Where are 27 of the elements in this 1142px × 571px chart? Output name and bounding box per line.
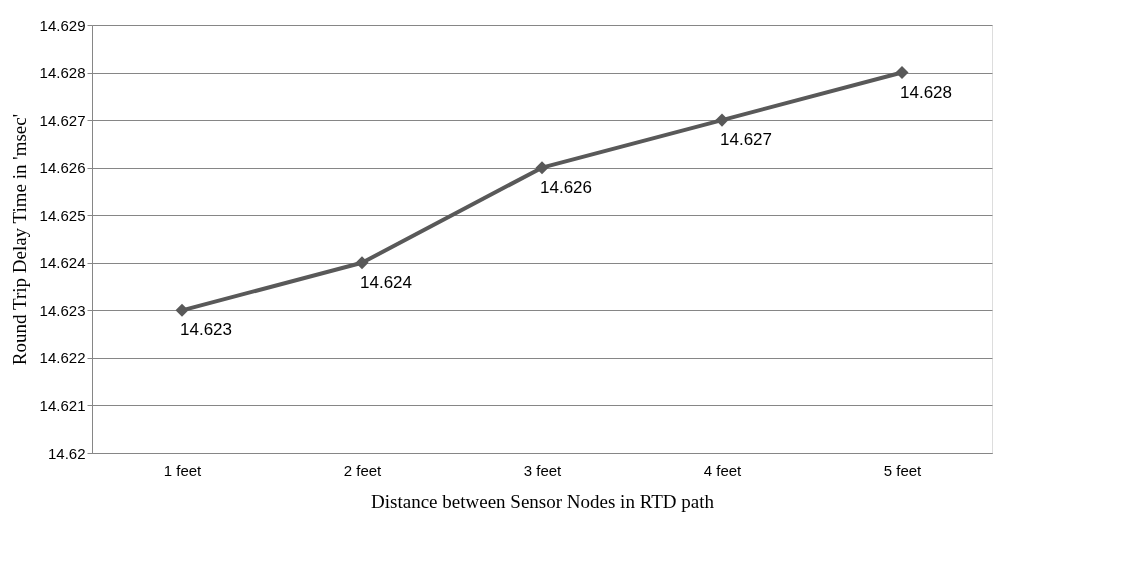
y-tick-label: 14.62 <box>47 444 86 462</box>
y-axis-title: Round Trip Delay Time in 'msec' <box>8 113 30 366</box>
data-label: 14.623 <box>180 320 232 340</box>
x-tick-label: 2 feet <box>343 461 383 479</box>
y-tick-label: 14.622 <box>39 349 86 367</box>
y-tick-label: 14.623 <box>39 301 86 319</box>
y-tick-label: 14.625 <box>39 206 86 224</box>
y-tick-label: 14.626 <box>39 159 86 177</box>
x-axis-title: Distance between Sensor Nodes in RTD path <box>371 490 715 512</box>
x-tick-label: 4 feet <box>703 461 743 479</box>
y-tick-label: 14.621 <box>39 396 86 414</box>
x-tick-label: 3 feet <box>523 461 563 479</box>
point <box>535 161 549 175</box>
y-tick-label: 14.628 <box>39 64 86 82</box>
point <box>175 303 189 317</box>
data-label: 14.626 <box>540 177 592 197</box>
point <box>355 256 369 270</box>
point <box>715 113 729 127</box>
y-tick-label: 14.624 <box>39 254 86 272</box>
x-tick-label: 1 feet <box>163 461 203 479</box>
data-label: 14.627 <box>720 130 772 150</box>
data-label: 14.628 <box>900 82 952 102</box>
y-tick-label: 14.627 <box>39 111 86 129</box>
x-tick-label: 5 feet <box>883 461 923 479</box>
point <box>895 66 909 80</box>
y-tick-label: 14.629 <box>39 16 86 34</box>
data-label: 14.624 <box>360 272 412 292</box>
